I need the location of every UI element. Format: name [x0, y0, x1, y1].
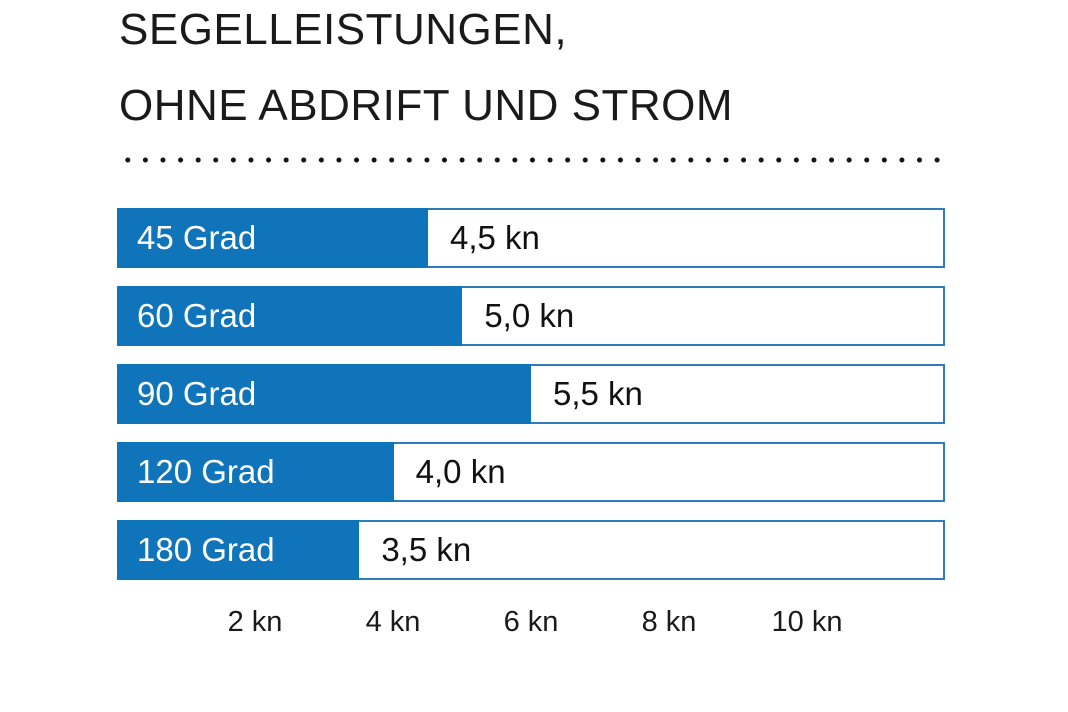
bar-row: 60 Grad 5,0 kn — [117, 286, 945, 346]
bar-fill: 120 Grad — [117, 442, 394, 502]
bar-category-label: 60 Grad — [137, 297, 257, 334]
bar-row: 120 Grad 4,0 kn — [117, 442, 945, 502]
x-axis: 2 kn 4 kn 6 kn 8 kn 10 kn — [117, 600, 945, 644]
bar-row: 180 Grad 3,5 kn — [117, 520, 945, 580]
x-axis-tick-label: 2 kn — [227, 606, 283, 638]
bar-value-label: 3,5 kn — [381, 531, 472, 568]
bar-rows: 45 Grad 4,5 kn 60 Grad 5,0 kn 90 Grad 5,5 kn 1… — [117, 208, 945, 598]
bar-fill: 90 Grad — [117, 364, 531, 424]
bar-value-label: 4,5 kn — [450, 219, 540, 256]
bar-value-label: 5,5 kn — [553, 375, 643, 412]
bar-category-label: 45 Grad — [137, 219, 257, 256]
bar-fill: 180 Grad — [117, 520, 360, 580]
chart-title-line-1: SEGELLEISTUNGEN, — [119, 5, 568, 54]
bar-fill: 60 Grad — [117, 286, 463, 346]
x-axis-tick-label: 8 kn — [641, 606, 697, 638]
bar-row: 45 Grad 4,5 kn — [117, 208, 945, 268]
x-axis-tick-label: 10 kn — [771, 606, 843, 638]
bar-value-label: 5,0 kn — [484, 297, 575, 334]
bar-row: 90 Grad 5,5 kn — [117, 364, 945, 424]
bar-category-label: 180 Grad — [137, 531, 275, 568]
x-axis-tick-label: 6 kn — [503, 606, 559, 638]
chart-title-line-2: OHNE ABDRIFT UND STROM — [119, 81, 734, 130]
bar-value-label: 4,0 kn — [415, 453, 506, 490]
bar-category-label: 90 Grad — [137, 375, 257, 412]
chart-title: SEGELLEISTUNGEN, OHNE ABDRIFT UND STROM — [119, 8, 733, 128]
x-axis-tick-label: 4 kn — [365, 606, 421, 638]
dotted-separator — [117, 155, 945, 165]
bar-category-label: 120 Grad — [137, 453, 275, 490]
bar-fill: 45 Grad — [117, 208, 428, 268]
